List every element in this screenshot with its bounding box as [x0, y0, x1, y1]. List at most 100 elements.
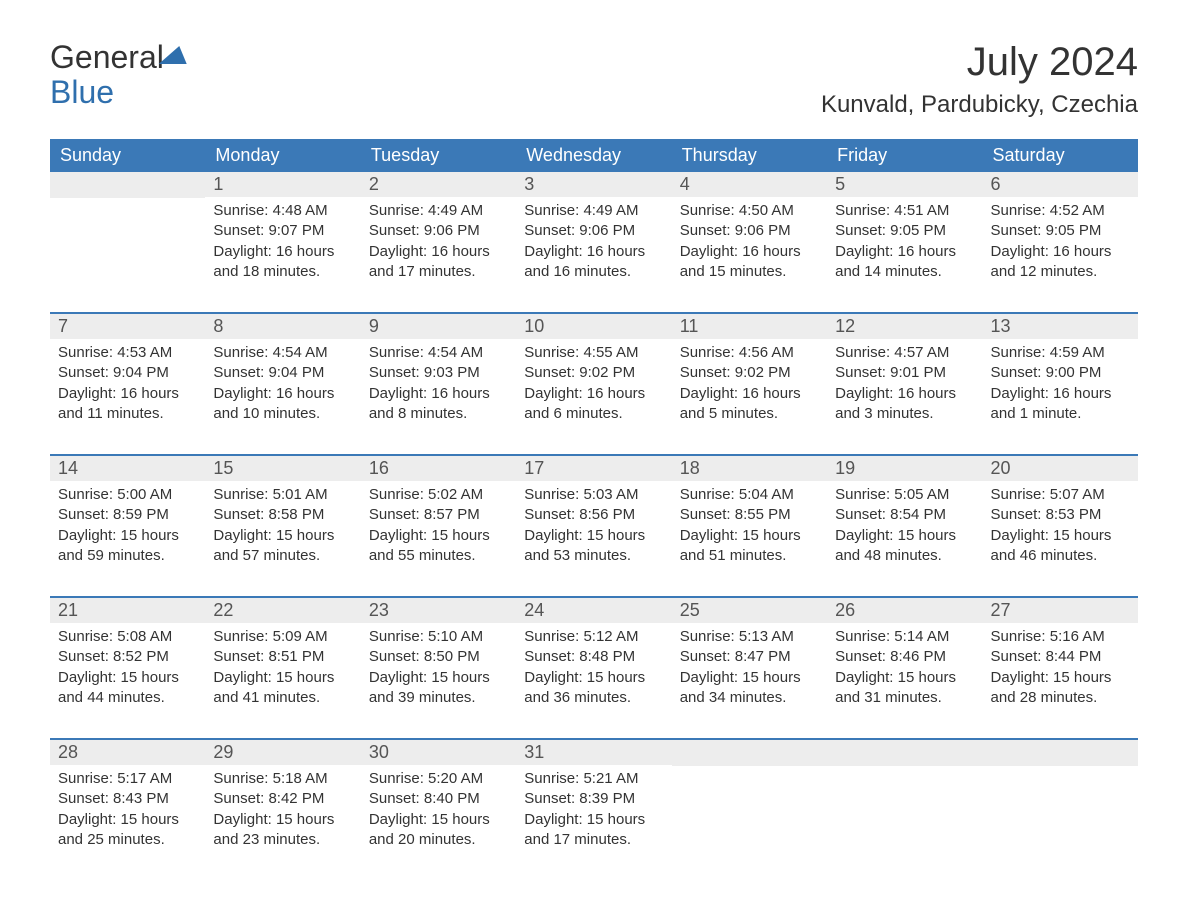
- calendar-cell: 11Sunrise: 4:56 AMSunset: 9:02 PMDayligh…: [672, 313, 827, 455]
- sunset-line: Sunset: 8:50 PM: [369, 647, 508, 667]
- calendar-cell: 30Sunrise: 5:20 AMSunset: 8:40 PMDayligh…: [361, 739, 516, 880]
- sunrise-line: Sunrise: 5:12 AM: [524, 627, 663, 647]
- day-header: Sunday: [50, 139, 205, 172]
- daylight-line: Daylight: 15 hours and 36 minutes.: [524, 668, 663, 709]
- calendar-cell: [983, 739, 1138, 880]
- calendar-cell: 12Sunrise: 4:57 AMSunset: 9:01 PMDayligh…: [827, 313, 982, 455]
- daylight-line: Daylight: 16 hours and 12 minutes.: [991, 242, 1130, 283]
- day-body: Sunrise: 5:12 AMSunset: 8:48 PMDaylight:…: [516, 623, 671, 738]
- location: Kunvald, Pardubicky, Czechia: [821, 91, 1138, 119]
- calendar-cell: 20Sunrise: 5:07 AMSunset: 8:53 PMDayligh…: [983, 455, 1138, 597]
- calendar-cell: [827, 739, 982, 880]
- day-number: 22: [205, 598, 360, 623]
- day-number: 10: [516, 314, 671, 339]
- day-body: Sunrise: 5:20 AMSunset: 8:40 PMDaylight:…: [361, 765, 516, 880]
- day-body: Sunrise: 5:01 AMSunset: 8:58 PMDaylight:…: [205, 481, 360, 596]
- day-body: Sunrise: 5:03 AMSunset: 8:56 PMDaylight:…: [516, 481, 671, 596]
- sunrise-line: Sunrise: 5:18 AM: [213, 769, 352, 789]
- day-body: Sunrise: 5:21 AMSunset: 8:39 PMDaylight:…: [516, 765, 671, 880]
- calendar-cell: 8Sunrise: 4:54 AMSunset: 9:04 PMDaylight…: [205, 313, 360, 455]
- sunset-line: Sunset: 9:05 PM: [835, 221, 974, 241]
- sunrise-line: Sunrise: 5:03 AM: [524, 485, 663, 505]
- day-number: 25: [672, 598, 827, 623]
- day-header: Tuesday: [361, 139, 516, 172]
- day-number: 18: [672, 456, 827, 481]
- calendar-cell: 19Sunrise: 5:05 AMSunset: 8:54 PMDayligh…: [827, 455, 982, 597]
- calendar-row: 28Sunrise: 5:17 AMSunset: 8:43 PMDayligh…: [50, 739, 1138, 880]
- sunset-line: Sunset: 9:02 PM: [524, 363, 663, 383]
- sunrise-line: Sunrise: 4:56 AM: [680, 343, 819, 363]
- day-body: Sunrise: 5:13 AMSunset: 8:47 PMDaylight:…: [672, 623, 827, 738]
- calendar-cell: 6Sunrise: 4:52 AMSunset: 9:05 PMDaylight…: [983, 172, 1138, 313]
- sunset-line: Sunset: 9:06 PM: [680, 221, 819, 241]
- daylight-line: Daylight: 15 hours and 39 minutes.: [369, 668, 508, 709]
- day-body: Sunrise: 4:49 AMSunset: 9:06 PMDaylight:…: [361, 197, 516, 312]
- calendar-cell: 3Sunrise: 4:49 AMSunset: 9:06 PMDaylight…: [516, 172, 671, 313]
- day-body: Sunrise: 4:53 AMSunset: 9:04 PMDaylight:…: [50, 339, 205, 454]
- daylight-line: Daylight: 16 hours and 17 minutes.: [369, 242, 508, 283]
- day-number: 15: [205, 456, 360, 481]
- sunset-line: Sunset: 9:05 PM: [991, 221, 1130, 241]
- day-number: 24: [516, 598, 671, 623]
- day-number: 17: [516, 456, 671, 481]
- daylight-line: Daylight: 16 hours and 18 minutes.: [213, 242, 352, 283]
- sunset-line: Sunset: 9:02 PM: [680, 363, 819, 383]
- sunrise-line: Sunrise: 4:57 AM: [835, 343, 974, 363]
- sunrise-line: Sunrise: 5:13 AM: [680, 627, 819, 647]
- day-number: 29: [205, 740, 360, 765]
- calendar-cell: 18Sunrise: 5:04 AMSunset: 8:55 PMDayligh…: [672, 455, 827, 597]
- day-number: 28: [50, 740, 205, 765]
- day-number: 27: [983, 598, 1138, 623]
- day-number: 26: [827, 598, 982, 623]
- day-body: Sunrise: 5:02 AMSunset: 8:57 PMDaylight:…: [361, 481, 516, 596]
- sunrise-line: Sunrise: 5:10 AM: [369, 627, 508, 647]
- day-number: 12: [827, 314, 982, 339]
- daylight-line: Daylight: 15 hours and 31 minutes.: [835, 668, 974, 709]
- sunrise-line: Sunrise: 5:02 AM: [369, 485, 508, 505]
- sunset-line: Sunset: 8:55 PM: [680, 505, 819, 525]
- calendar-cell: 17Sunrise: 5:03 AMSunset: 8:56 PMDayligh…: [516, 455, 671, 597]
- daylight-line: Daylight: 16 hours and 8 minutes.: [369, 384, 508, 425]
- calendar-cell: 26Sunrise: 5:14 AMSunset: 8:46 PMDayligh…: [827, 597, 982, 739]
- day-body: Sunrise: 5:14 AMSunset: 8:46 PMDaylight:…: [827, 623, 982, 738]
- calendar-cell: 9Sunrise: 4:54 AMSunset: 9:03 PMDaylight…: [361, 313, 516, 455]
- sunset-line: Sunset: 8:51 PM: [213, 647, 352, 667]
- calendar-table: SundayMondayTuesdayWednesdayThursdayFrid…: [50, 139, 1138, 880]
- daylight-line: Daylight: 15 hours and 41 minutes.: [213, 668, 352, 709]
- sunrise-line: Sunrise: 5:21 AM: [524, 769, 663, 789]
- sunset-line: Sunset: 9:01 PM: [835, 363, 974, 383]
- sunset-line: Sunset: 8:43 PM: [58, 789, 197, 809]
- sunset-line: Sunset: 9:03 PM: [369, 363, 508, 383]
- day-number: 14: [50, 456, 205, 481]
- title-block: July 2024 Kunvald, Pardubicky, Czechia: [821, 40, 1138, 119]
- day-number: [827, 740, 982, 766]
- daylight-line: Daylight: 15 hours and 25 minutes.: [58, 810, 197, 851]
- daylight-line: Daylight: 15 hours and 55 minutes.: [369, 526, 508, 567]
- calendar-row: 21Sunrise: 5:08 AMSunset: 8:52 PMDayligh…: [50, 597, 1138, 739]
- day-number: 5: [827, 172, 982, 197]
- day-number: 16: [361, 456, 516, 481]
- sunrise-line: Sunrise: 4:51 AM: [835, 201, 974, 221]
- day-body: Sunrise: 4:56 AMSunset: 9:02 PMDaylight:…: [672, 339, 827, 454]
- day-body: Sunrise: 4:57 AMSunset: 9:01 PMDaylight:…: [827, 339, 982, 454]
- day-body: Sunrise: 4:59 AMSunset: 9:00 PMDaylight:…: [983, 339, 1138, 454]
- day-header: Thursday: [672, 139, 827, 172]
- calendar-cell: 29Sunrise: 5:18 AMSunset: 8:42 PMDayligh…: [205, 739, 360, 880]
- calendar-row: 1Sunrise: 4:48 AMSunset: 9:07 PMDaylight…: [50, 172, 1138, 313]
- sunrise-line: Sunrise: 4:54 AM: [369, 343, 508, 363]
- calendar-cell: [50, 172, 205, 313]
- day-number: 3: [516, 172, 671, 197]
- day-number: 20: [983, 456, 1138, 481]
- day-body: Sunrise: 5:07 AMSunset: 8:53 PMDaylight:…: [983, 481, 1138, 596]
- calendar-cell: 28Sunrise: 5:17 AMSunset: 8:43 PMDayligh…: [50, 739, 205, 880]
- sunset-line: Sunset: 8:58 PM: [213, 505, 352, 525]
- day-header: Saturday: [983, 139, 1138, 172]
- daylight-line: Daylight: 15 hours and 53 minutes.: [524, 526, 663, 567]
- calendar-cell: 2Sunrise: 4:49 AMSunset: 9:06 PMDaylight…: [361, 172, 516, 313]
- day-body: Sunrise: 4:51 AMSunset: 9:05 PMDaylight:…: [827, 197, 982, 312]
- calendar-cell: 22Sunrise: 5:09 AMSunset: 8:51 PMDayligh…: [205, 597, 360, 739]
- day-body: Sunrise: 5:05 AMSunset: 8:54 PMDaylight:…: [827, 481, 982, 596]
- day-body: Sunrise: 4:54 AMSunset: 9:03 PMDaylight:…: [361, 339, 516, 454]
- day-number: 2: [361, 172, 516, 197]
- daylight-line: Daylight: 15 hours and 57 minutes.: [213, 526, 352, 567]
